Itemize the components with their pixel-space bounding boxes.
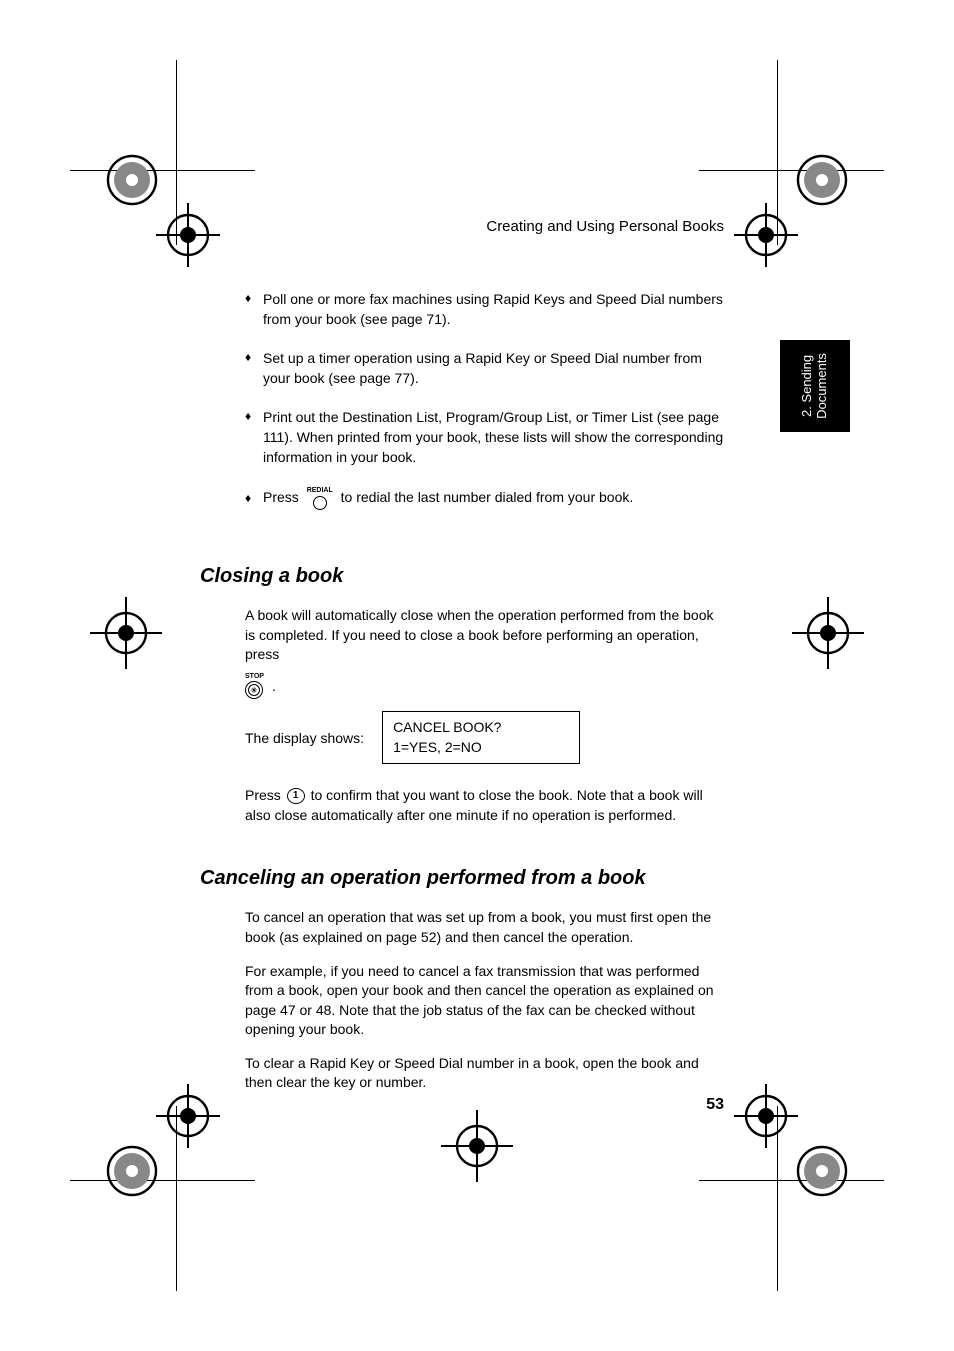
chapter-tab: 2. Sending Documents	[780, 340, 850, 432]
closing-para: A book will automatically close when the…	[245, 606, 725, 665]
redial-key-icon: REDIAL	[307, 487, 333, 510]
page-number: 53	[706, 1096, 724, 1114]
cancel-para-3: To clear a Rapid Key or Speed Dial numbe…	[245, 1054, 725, 1093]
list-item: ♦ Press REDIAL to redial the last number…	[245, 487, 725, 510]
bullet-icon: ♦	[245, 290, 263, 329]
display-label: The display shows:	[245, 730, 364, 746]
list-item: ♦ Print out the Destination List, Progra…	[245, 408, 725, 467]
stop-key-icon: STOP	[245, 673, 264, 699]
bullet-text: Poll one or more fax machines using Rapi…	[263, 290, 725, 329]
section-heading-closing: Closing a book	[200, 565, 725, 588]
header-title: Creating and Using Personal Books	[486, 218, 724, 235]
display-box: CANCEL BOOK? 1=YES, 2=NO	[382, 711, 580, 764]
bullet-text: Print out the Destination List, Program/…	[263, 408, 725, 467]
stop-key-row: STOP .	[245, 673, 725, 699]
page-header: Creating and Using Personal Books	[0, 218, 954, 235]
key-1-icon: 1	[287, 788, 305, 804]
bullet-list: ♦ Poll one or more fax machines using Ra…	[245, 290, 725, 510]
registration-mark-icon	[726, 195, 806, 275]
registration-mark-icon	[148, 195, 228, 275]
display-row: The display shows: CANCEL BOOK? 1=YES, 2…	[245, 711, 725, 764]
closing-confirm-para: Press 1 to confirm that you want to clos…	[245, 786, 725, 825]
bullet-icon: ♦	[245, 490, 263, 507]
bullet-text: Set up a timer operation using a Rapid K…	[263, 349, 725, 388]
registration-mark-icon	[726, 1076, 806, 1156]
section-heading-cancel: Canceling an operation performed from a …	[200, 867, 725, 890]
list-item: ♦ Poll one or more fax machines using Ra…	[245, 290, 725, 329]
list-item: ♦ Set up a timer operation using a Rapid…	[245, 349, 725, 388]
chapter-tab-text: 2. Sending Documents	[800, 353, 830, 419]
registration-mark-icon	[148, 1076, 228, 1156]
bullet-icon: ♦	[245, 408, 263, 467]
bullet-text: Press REDIAL to redial the last number d…	[263, 487, 725, 510]
page-content: ♦ Poll one or more fax machines using Ra…	[245, 290, 725, 1107]
registration-mark-icon	[788, 593, 868, 673]
cancel-para-1: To cancel an operation that was set up f…	[245, 908, 725, 947]
bullet-icon: ♦	[245, 349, 263, 388]
registration-mark-icon	[86, 593, 166, 673]
registration-mark-icon	[437, 1106, 517, 1186]
cancel-para-2: For example, if you need to cancel a fax…	[245, 962, 725, 1040]
